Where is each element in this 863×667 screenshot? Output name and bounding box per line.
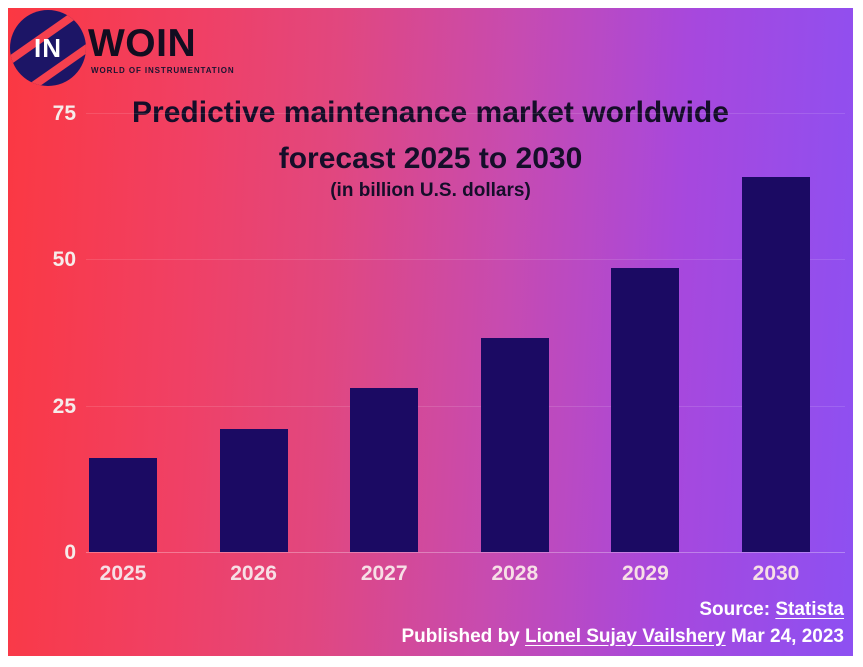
bar-2025	[89, 458, 157, 552]
published-line: Published by Lionel Sujay Vailshery Mar …	[402, 623, 845, 650]
gridline-50	[86, 259, 845, 261]
source-line: Source: Statista	[402, 596, 844, 623]
x-axis-label-2025: 2025	[99, 562, 147, 585]
y-axis-tick-75: 75	[52, 102, 76, 125]
x-axis-label-2028: 2028	[491, 562, 539, 585]
x-axis-label-2026: 2026	[230, 562, 277, 585]
x-axis-label-2029: 2029	[622, 562, 669, 585]
gridline-0	[86, 552, 845, 553]
published-author-link[interactable]: Lionel Sujay Vailshery	[525, 626, 726, 647]
source-statista-link[interactable]: Statista	[775, 599, 844, 620]
chart-subtitle: (in billion U.S. dollars)	[330, 180, 531, 201]
y-axis-tick-50: 50	[52, 248, 76, 272]
bar-2027	[350, 388, 419, 552]
logo-tagline: WORLD OF INSTRUMENTATION	[91, 66, 235, 75]
bar-2026	[219, 429, 288, 552]
published-label: Published by	[401, 626, 526, 647]
chart-title-line1: Predictive maintenance market worldwide	[132, 96, 729, 129]
bar-2028	[480, 338, 549, 552]
woin-globe-icon: IN	[10, 10, 86, 86]
infographic-card: IN WOIN WORLD OF INSTRUMENTATION Predict…	[8, 8, 853, 656]
x-axis-label-2027: 2027	[360, 562, 408, 585]
y-axis-tick-0: 0	[64, 541, 76, 564]
bar-2030	[742, 177, 810, 552]
bar-2029	[611, 268, 680, 552]
gridline-75	[86, 113, 845, 114]
y-axis-tick-25: 25	[52, 394, 76, 418]
gridline-25	[86, 405, 845, 407]
published-date: Mar 24, 2023	[725, 626, 844, 647]
chart-title-line2: forecast 2025 to 2030	[278, 142, 583, 175]
bar-chart-plot-area: 0 25 50 75 2025 2026 2027 2028 2029 2030	[8, 8, 853, 656]
x-axis-label-2030: 2030	[752, 562, 800, 585]
logo-name: WOIN	[88, 22, 197, 65]
source-label: Source:	[699, 599, 776, 620]
logo-badge: IN	[34, 32, 62, 63]
footer: Source: Statista Published by Lionel Suj…	[402, 596, 845, 650]
